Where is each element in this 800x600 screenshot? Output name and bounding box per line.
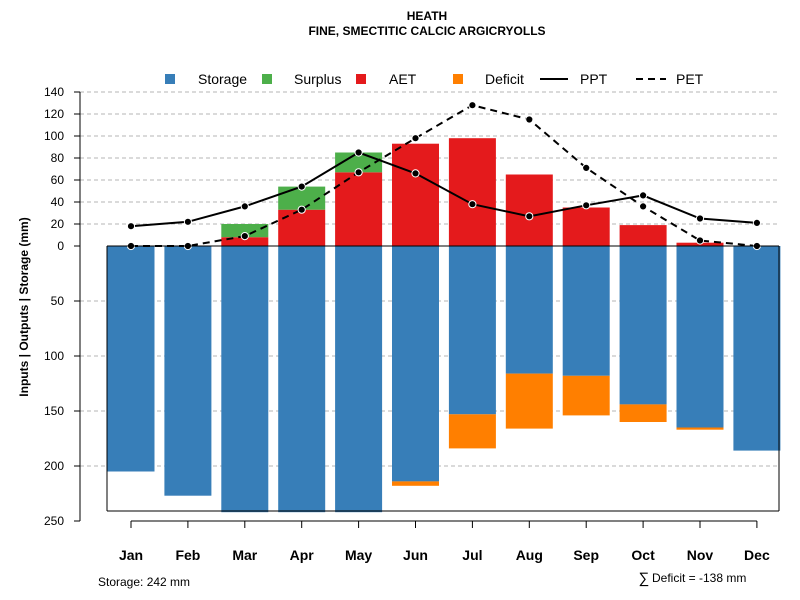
x-tick-label-aug: Aug <box>516 547 543 563</box>
x-tick-label-jul: Jul <box>462 547 482 563</box>
ppt-line <box>130 151 757 228</box>
x-tick-label-mar: Mar <box>232 547 257 563</box>
storage-bar-jun <box>392 246 439 482</box>
pet-point-may <box>354 168 363 177</box>
pet-point-jun <box>411 134 420 143</box>
storage-bar-feb <box>164 246 212 496</box>
legend-pet-label: PET <box>676 71 704 87</box>
surplus-bar-apr <box>278 186 326 210</box>
x-tick-label-oct: Oct <box>631 547 655 563</box>
y-tick-label-upper-140: 140 <box>44 85 64 99</box>
y-tick-label-upper-40: 40 <box>51 195 65 209</box>
storage-bar-apr <box>278 246 326 513</box>
storage-bar-nov <box>676 246 724 428</box>
deficit-bar-aug <box>505 373 553 429</box>
y-tick-label-lower-50: 50 <box>51 294 65 308</box>
storage-bar-jul <box>448 246 496 415</box>
ppt-point-apr <box>297 182 306 191</box>
ppt-point-sep <box>582 201 591 210</box>
aet-bar-sep <box>562 207 610 246</box>
deficit-bar-sep <box>562 375 610 416</box>
ppt-point-dec <box>752 218 762 227</box>
y-tick-label-upper-100: 100 <box>44 129 64 143</box>
aet-bar-jun <box>392 143 439 246</box>
aet-bar-may <box>335 172 383 246</box>
deficit-total: Deficit = -138 mm <box>652 571 746 585</box>
storage-total: Storage: 242 mm <box>98 575 190 589</box>
x-tick-label-may: May <box>345 547 372 563</box>
y-tick-label-upper-20: 20 <box>51 217 65 231</box>
ppt-point-feb <box>183 217 192 226</box>
y-tick-label-lower-150: 150 <box>44 404 64 418</box>
legend-ppt-label: PPT <box>580 71 608 87</box>
y-tick-label-upper-80: 80 <box>51 151 65 165</box>
x-tick-label-feb: Feb <box>175 547 200 563</box>
aet-bar-jul <box>448 138 496 246</box>
series-lines <box>126 101 762 251</box>
storage-bar-sep <box>562 246 610 376</box>
y-tick-label-lower-250: 250 <box>44 514 64 528</box>
legend-surplus-swatch <box>262 74 272 84</box>
x-tick-label-apr: Apr <box>290 547 315 563</box>
legend-surplus-label: Surplus <box>294 71 341 87</box>
y-tick-label-lower-200: 200 <box>44 459 64 473</box>
y-axis-label: Inputs | Outputs | Storage (mm) <box>17 217 31 396</box>
pet-point-mar <box>240 232 249 241</box>
pet-point-oct <box>639 202 648 211</box>
chart-subtitle: FINE, SMECTITIC CALCIC ARGICRYOLLS <box>308 24 545 38</box>
ppt-point-jun <box>411 169 420 178</box>
x-tick-label-sep: Sep <box>573 547 599 563</box>
storage-bar-dec <box>733 246 781 451</box>
aet-bar-aug <box>505 174 553 246</box>
ppt-point-mar <box>240 202 249 211</box>
legend-deficit-label: Deficit <box>485 71 524 87</box>
deficit-bar-jun <box>392 481 439 486</box>
ppt-point-may <box>354 148 363 157</box>
legend: Storage Surplus AET Deficit PPT PET <box>165 71 704 87</box>
ppt-point-nov <box>695 214 705 223</box>
x-tick-label-jan: Jan <box>119 547 143 563</box>
x-tick-label-dec: Dec <box>744 547 770 563</box>
aet-bar-mar <box>221 237 269 246</box>
pet-line <box>131 104 757 247</box>
y-tick-label-upper-120: 120 <box>44 107 64 121</box>
storage-bar-jan <box>107 246 155 472</box>
ppt-point-aug <box>525 212 534 221</box>
x-tick-label-nov: Nov <box>687 547 714 563</box>
legend-storage-swatch <box>165 74 175 84</box>
chart-title: HEATH <box>407 9 447 23</box>
pet-point-sep <box>582 163 591 172</box>
y-tick-label-upper-0: 0 <box>57 239 64 253</box>
pet-point-jul <box>468 101 477 110</box>
surplus-bar-mar <box>221 224 269 238</box>
bars <box>107 138 781 513</box>
legend-storage-label: Storage <box>198 71 247 87</box>
storage-bar-aug <box>505 246 553 374</box>
legend-deficit-swatch <box>453 74 463 84</box>
pet-point-nov <box>695 236 705 245</box>
aet-bar-apr <box>278 209 326 246</box>
deficit-bar-nov <box>676 427 724 430</box>
ppt-point-jul <box>468 200 477 209</box>
aet-bar-oct <box>619 225 667 246</box>
y-tick-label-upper-60: 60 <box>51 173 65 187</box>
sum-symbol: ∑ <box>639 570 650 587</box>
storage-bar-oct <box>619 246 667 405</box>
ppt-point-jan <box>126 222 136 231</box>
x-tick-label-jun: Jun <box>403 547 428 563</box>
ppt-point-oct <box>639 191 648 200</box>
y-tick-label-lower-100: 100 <box>44 349 64 363</box>
deficit-bar-oct <box>619 404 667 422</box>
legend-aet-swatch <box>356 74 366 84</box>
storage-bar-mar <box>221 246 269 513</box>
storage-bar-may <box>335 246 383 513</box>
pet-point-aug <box>525 115 534 124</box>
deficit-bar-jul <box>448 414 496 449</box>
legend-aet-label: AET <box>389 71 417 87</box>
axes <box>74 91 780 528</box>
pet-point-apr <box>297 205 306 214</box>
